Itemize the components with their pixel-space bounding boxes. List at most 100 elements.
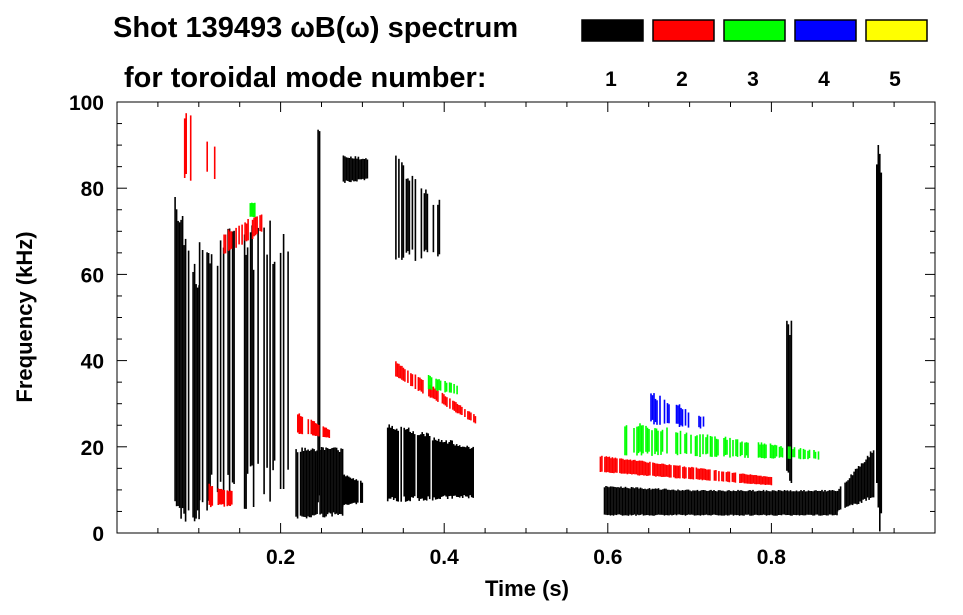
spectral-strip — [227, 229, 230, 251]
spectral-strip — [684, 489, 687, 516]
spectral-strip — [688, 467, 690, 479]
spectral-strip — [177, 220, 179, 506]
spectral-strip — [445, 440, 447, 497]
spectral-strip — [468, 411, 471, 420]
spectral-strip — [683, 490, 685, 515]
spectral-strip — [308, 450, 311, 518]
spectral-strip — [388, 424, 390, 499]
spectral-strip — [819, 491, 822, 516]
spectral-strip — [759, 444, 761, 458]
spectral-strip — [467, 446, 470, 499]
spectral-strip — [651, 488, 654, 516]
spectral-strip — [423, 193, 426, 252]
spectral-strip — [792, 491, 795, 515]
spectral-strip — [418, 435, 420, 501]
spectral-strip — [295, 449, 297, 517]
spectral-strip — [680, 407, 682, 426]
spectral-strip — [709, 469, 711, 481]
spectral-strip — [322, 447, 324, 518]
spectral-strip — [766, 476, 768, 485]
spectral-strip — [839, 486, 842, 510]
spectral-strip — [463, 446, 465, 496]
spectral-strip — [728, 471, 731, 483]
spectral-strip — [360, 159, 363, 180]
spectral-strip — [354, 156, 357, 182]
spectral-strip — [665, 488, 667, 515]
spectral-strip — [678, 490, 681, 515]
spectral-strip — [424, 436, 426, 500]
spectral-strip — [745, 474, 747, 484]
spectral-strip — [429, 384, 432, 398]
spectral-strip — [706, 469, 708, 481]
spectral-strip — [753, 491, 756, 515]
spectral-strip — [427, 375, 430, 390]
spectral-strip — [614, 487, 616, 515]
spectral-strip — [774, 444, 776, 459]
spectral-strip — [460, 447, 462, 497]
spectral-strip — [470, 412, 472, 421]
spectral-strip — [335, 447, 338, 514]
spectral-strip — [361, 482, 364, 503]
spectral-strip — [764, 476, 767, 485]
spectral-strip — [751, 474, 753, 484]
spectral-strip — [710, 489, 712, 516]
spectral-strip — [865, 459, 867, 501]
spectral-strip — [680, 490, 682, 515]
legend-swatch-mode-5 — [865, 19, 928, 42]
spectral-strip — [228, 228, 231, 506]
spectral-strip — [828, 490, 831, 515]
spectral-strip — [676, 465, 678, 479]
spectral-strip — [720, 490, 723, 516]
spectral-strip — [640, 425, 643, 456]
spectral-strip — [736, 439, 739, 457]
spectral-strip — [792, 449, 794, 458]
spectral-strip — [678, 404, 681, 427]
feature-mode-2 — [208, 483, 233, 508]
spectral-strip — [184, 238, 187, 522]
spectral-strip — [403, 427, 405, 497]
legend-label-mode-5: 5 — [889, 68, 901, 91]
spectral-strip — [453, 401, 456, 411]
spectral-strip — [692, 490, 694, 515]
spectral-strip — [824, 490, 826, 515]
spectral-strip — [601, 455, 603, 472]
spectral-strip — [464, 447, 467, 497]
spectral-strip — [804, 491, 807, 516]
legend: 1 2 3 4 5 — [581, 19, 928, 91]
spectral-strip — [396, 363, 399, 377]
feature-mode-1 — [198, 220, 289, 511]
spectral-strip — [301, 447, 303, 517]
spectral-strip — [724, 436, 727, 455]
spectral-strip — [877, 145, 880, 508]
spectral-strip — [741, 490, 744, 516]
spectral-strip — [783, 490, 786, 515]
spectral-strip — [647, 488, 649, 515]
spectral-strip — [216, 265, 219, 493]
spectral-strip — [629, 459, 632, 474]
spectral-strip — [416, 435, 419, 499]
spectral-strip — [610, 458, 612, 473]
y-tick-label: 100 — [69, 92, 104, 115]
spectral-strip — [831, 490, 834, 516]
spectral-strip — [880, 172, 883, 514]
y-tick-label: 40 — [81, 351, 104, 374]
spectral-strip — [666, 489, 669, 516]
spectral-strip — [779, 490, 781, 515]
spectral-strip — [420, 188, 423, 259]
spectral-strip — [407, 427, 410, 501]
spectral-strip — [404, 369, 406, 382]
x-tick-label: 0.6 — [593, 546, 622, 569]
spectral-strip — [647, 462, 650, 476]
spectral-strip — [438, 379, 440, 391]
spectral-strip — [639, 487, 642, 515]
spectral-strip — [399, 365, 402, 379]
spectral-strip — [365, 158, 367, 179]
spectral-strip — [833, 490, 835, 516]
feature-mode-2 — [183, 113, 216, 181]
spectral-strip — [851, 475, 854, 506]
spectral-strip — [799, 448, 802, 460]
spectral-strip — [695, 490, 697, 516]
spectral-strip — [466, 445, 468, 497]
spectral-strip — [266, 254, 268, 468]
spectral-strip — [210, 486, 212, 508]
